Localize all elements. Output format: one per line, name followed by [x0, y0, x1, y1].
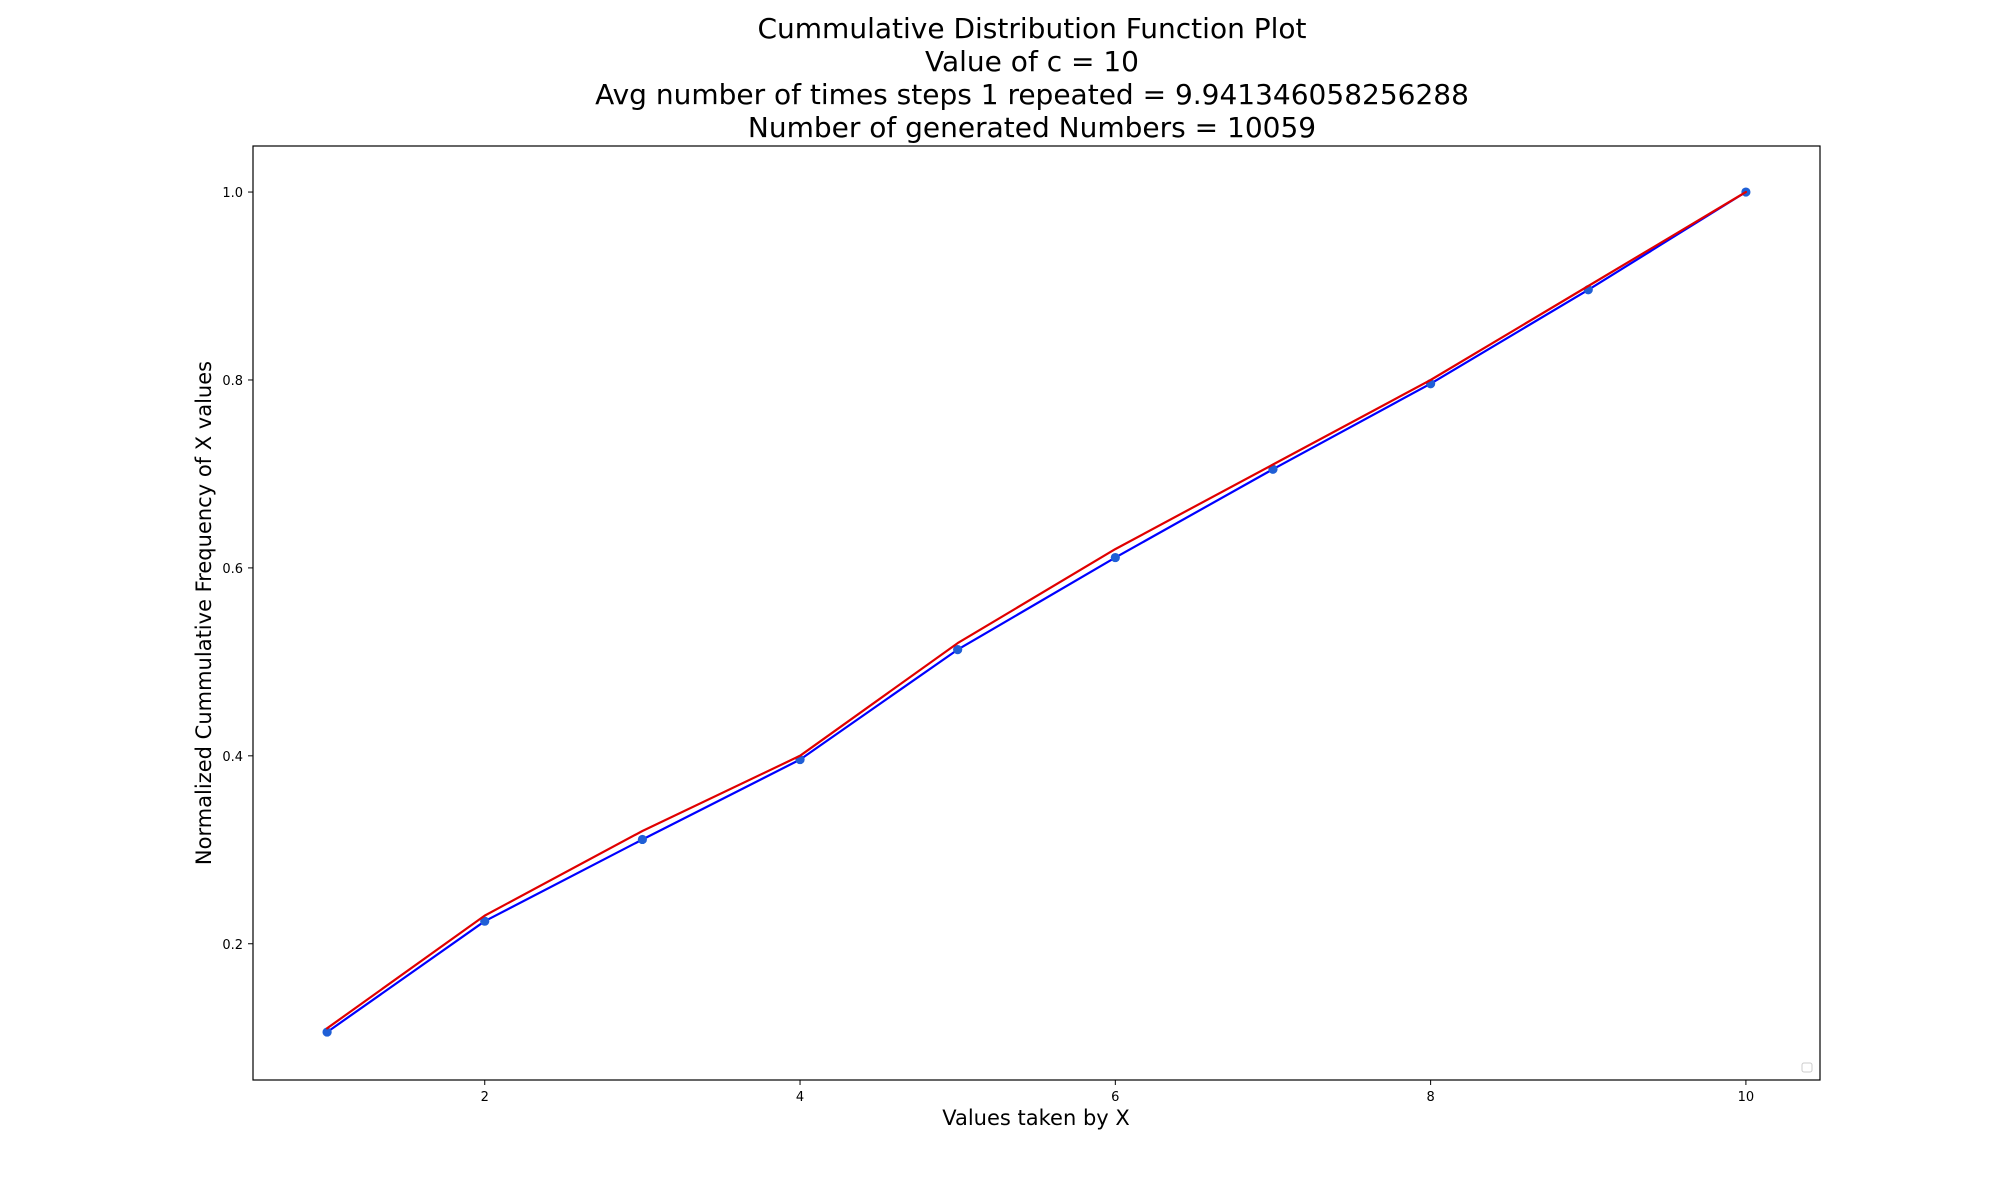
- y-tick-label: 0.4: [222, 750, 243, 765]
- series-1-point: [953, 645, 963, 655]
- title-line-2: Value of c = 10: [925, 45, 1139, 78]
- y-axis-label: Normalized Cummulative Frequency of X va…: [192, 361, 216, 865]
- title-line-1: Cummulative Distribution Function Plot: [757, 12, 1306, 45]
- legend-box: [1801, 1062, 1813, 1073]
- y-tick-label: 0.6: [222, 562, 243, 577]
- series-1-point: [480, 916, 490, 926]
- series-1-line: [326, 190, 1748, 1034]
- plot-area: [252, 145, 1821, 1081]
- x-axis-label: Values taken by X: [942, 1106, 1130, 1130]
- x-tick-label: 8: [1426, 1090, 1434, 1105]
- y-tick-label: 0.2: [222, 938, 243, 953]
- title-line-4: Number of generated Numbers = 10059: [748, 111, 1316, 144]
- series-1-point: [322, 1027, 332, 1037]
- y-axis-ticks: 0.2 0.4 0.6 0.8 1.0: [222, 186, 253, 953]
- series-2-line: [326, 190, 1748, 1030]
- y-tick-label: 0.8: [222, 374, 243, 389]
- series-1-point: [1110, 552, 1120, 563]
- x-tick-label: 6: [1111, 1090, 1119, 1105]
- series-1-point: [637, 834, 647, 845]
- chart-title: Cummulative Distribution Function Plot V…: [595, 12, 1469, 144]
- x-axis-ticks: 2 4 6 8 10: [481, 1080, 1755, 1105]
- series-layer: [322, 187, 1751, 1037]
- y-tick-label: 1.0: [222, 186, 243, 201]
- x-tick-label: 4: [796, 1090, 804, 1105]
- title-line-3: Avg number of times steps 1 repeated = 9…: [595, 78, 1469, 111]
- x-tick-label: 2: [481, 1090, 489, 1105]
- x-tick-label: 10: [1738, 1090, 1755, 1105]
